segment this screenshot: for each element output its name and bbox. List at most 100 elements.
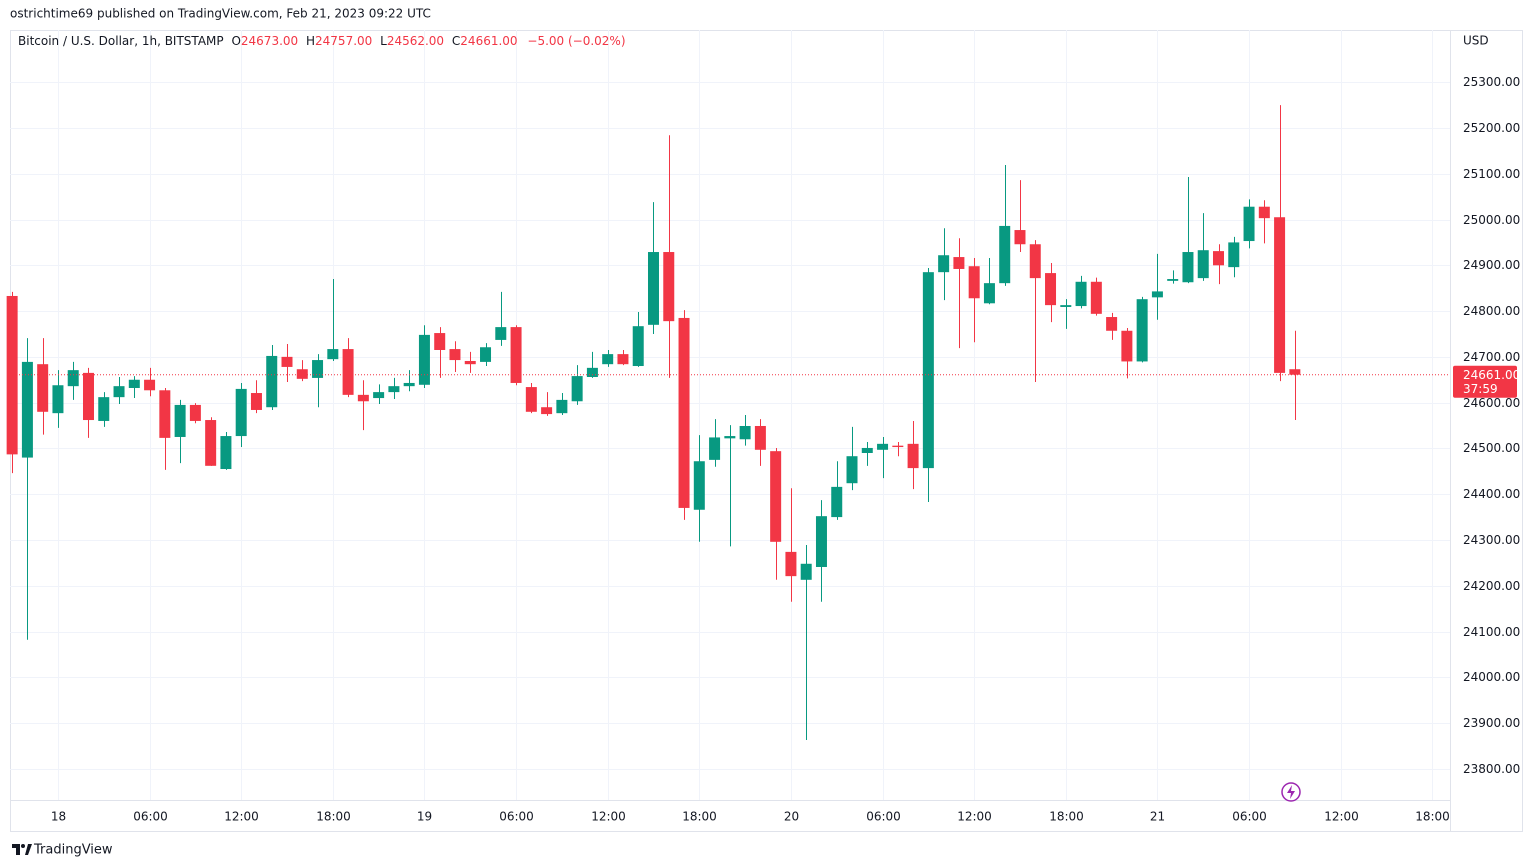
y-tick-label: 24600.00 (1463, 396, 1520, 410)
y-tick-label: 24900.00 (1463, 258, 1520, 272)
candle-body (938, 255, 950, 273)
candle-body (266, 355, 278, 408)
candle-body (159, 390, 171, 438)
candle (770, 447, 782, 580)
candle (373, 384, 385, 405)
y-tick-label: 24500.00 (1463, 441, 1520, 455)
candle (846, 426, 858, 491)
candle-body (541, 407, 553, 415)
legend-key: H (306, 34, 315, 48)
candle (510, 325, 522, 386)
candle (449, 341, 461, 372)
legend-symbol: Bitcoin / U.S. Dollar, 1h, BITSTAMP (18, 34, 224, 48)
candle-body (785, 551, 797, 577)
candle-body (1243, 206, 1255, 242)
candle-body (281, 356, 293, 367)
candle (1258, 200, 1270, 244)
candle (1075, 275, 1087, 309)
candle-body (800, 563, 812, 580)
candle (861, 442, 873, 466)
candle (480, 343, 492, 367)
candle-body (922, 272, 934, 469)
candle-body (1289, 369, 1301, 375)
candle-body (1197, 250, 1209, 279)
y-tick-label: 25300.00 (1463, 75, 1520, 89)
candle (312, 354, 324, 408)
candle-body (82, 372, 94, 421)
candle (281, 344, 293, 383)
candle-body (1274, 217, 1286, 373)
candle (418, 325, 430, 388)
candle (250, 380, 262, 414)
legend-key: C (452, 34, 460, 48)
candle (922, 268, 934, 502)
candle (632, 311, 644, 367)
candle (1151, 253, 1163, 320)
candle (586, 351, 598, 378)
candle-body (1075, 281, 1087, 307)
candle-body (663, 252, 675, 322)
candle-body (647, 252, 659, 325)
candle (815, 500, 827, 602)
candle (174, 399, 186, 464)
candle (235, 382, 247, 448)
candle (144, 367, 156, 397)
legend-value: 24562.00 (387, 34, 444, 48)
candle-body (617, 354, 629, 365)
candle (189, 403, 201, 424)
candle (983, 257, 995, 305)
candle (1243, 199, 1255, 249)
candle-body (831, 486, 843, 518)
candle-body (37, 364, 49, 412)
legend-value: 24661.00 (460, 34, 517, 48)
candle-body (1121, 330, 1133, 362)
y-tick-label: 25200.00 (1463, 121, 1520, 135)
candle-body (678, 317, 690, 508)
candle (357, 380, 369, 431)
legend-change: −5.00 (−0.02%) (527, 34, 625, 48)
x-tick-label: 06:00 (499, 810, 534, 824)
x-tick-label: 19 (417, 810, 432, 824)
legend-key: O (231, 34, 240, 48)
candle (1213, 244, 1224, 285)
candle-body (128, 379, 140, 388)
candle (968, 257, 980, 343)
candle (647, 202, 659, 334)
candle-body (495, 327, 507, 340)
candle (388, 377, 400, 399)
candle (1029, 240, 1041, 383)
y-tick-label: 25000.00 (1463, 213, 1520, 227)
candle (693, 435, 705, 542)
candle-body (1014, 230, 1026, 245)
candle (907, 420, 919, 490)
candle (678, 310, 690, 520)
candle (1045, 263, 1057, 323)
candle-body (1228, 242, 1240, 268)
candle-body (174, 404, 186, 437)
y-tick-label: 24000.00 (1463, 670, 1520, 684)
footer-brand: TradingView (33, 843, 113, 858)
candle-body (983, 283, 995, 304)
candle (938, 228, 950, 301)
candle-body (327, 349, 339, 360)
candle (556, 393, 568, 415)
candle (495, 291, 507, 346)
currency-label: USD (1463, 34, 1489, 48)
candle (663, 135, 675, 378)
x-tick-label: 12:00 (591, 810, 626, 824)
candle-body (815, 516, 827, 567)
replay-icon[interactable] (1281, 782, 1301, 802)
candle (724, 425, 736, 547)
x-tick-label: 12:00 (224, 810, 259, 824)
candle (220, 431, 232, 470)
candle (754, 419, 766, 466)
candle (52, 370, 64, 428)
candle (37, 338, 49, 435)
y-tick-label: 24400.00 (1463, 487, 1520, 501)
x-tick-label: 06:00 (866, 810, 901, 824)
candle-body (67, 370, 79, 387)
candle-body (1258, 206, 1270, 219)
candle-body (556, 399, 568, 414)
candle-body (113, 386, 125, 398)
